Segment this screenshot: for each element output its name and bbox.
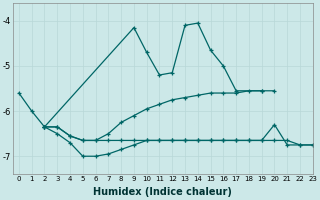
X-axis label: Humidex (Indice chaleur): Humidex (Indice chaleur) bbox=[93, 187, 232, 197]
